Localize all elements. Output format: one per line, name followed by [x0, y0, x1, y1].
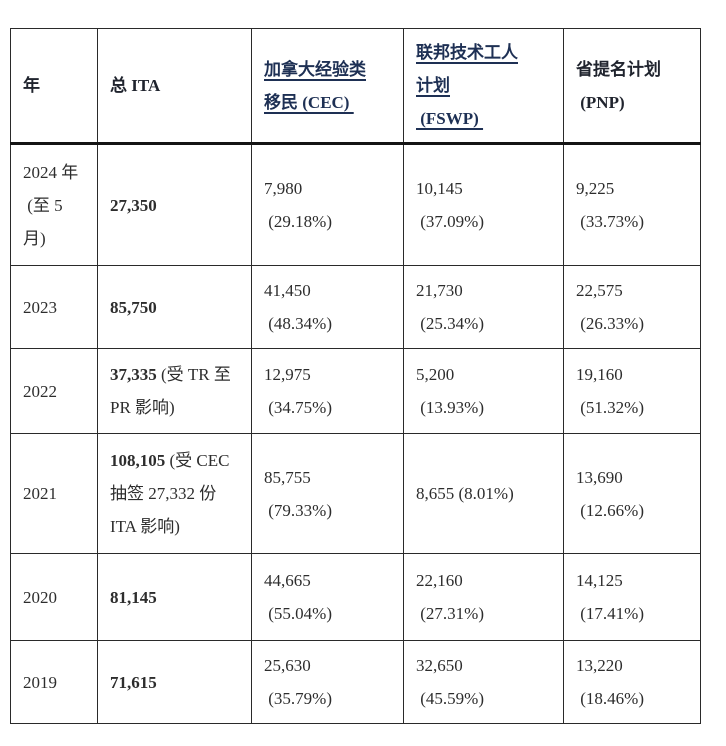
header-row: 年 总 ITA 加拿大经验类 移民 (CEC) 联邦技术工人 计划 (FSWP) 省…: [10, 28, 701, 145]
year-cell: 2023: [10, 265, 98, 349]
header-label-total-ita: 总 ITA: [110, 76, 161, 95]
pnp-cell: 19,160 (51.32%): [563, 348, 701, 434]
fswp-cell: 22,160 (27.31%): [403, 553, 564, 641]
cec-link[interactable]: 加拿大经验类 移民 (CEC): [264, 59, 366, 112]
fswp-link[interactable]: 联邦技术工人 计划 (FSWP): [416, 43, 518, 128]
table-row: 2022 37,335 (受 TR 至 PR 影响) 12,975 (34.75%)…: [10, 348, 701, 434]
header-label-pnp: 省提名计划 (PNP): [576, 59, 661, 112]
total-ita-value: 81,145: [110, 587, 157, 607]
pnp-cell: 14,125 (17.41%): [563, 553, 701, 641]
table-body: 2024 年 (至 5 月) 27,350 7,980 (29.18%) 10,145…: [10, 143, 701, 724]
cec-cell: 44,665 (55.04%): [251, 553, 404, 641]
fswp-cell: 32,650 (45.59%): [403, 640, 564, 724]
header-label-year: 年: [23, 76, 40, 95]
year-cell: 2024 年 (至 5 月): [10, 143, 98, 266]
total-ita-cell: 108,105 (受 CEC 抽签 27,332 份 ITA 影响): [97, 433, 252, 554]
total-ita-value: 71,615: [110, 672, 157, 692]
pnp-cell: 13,690 (12.66%): [563, 433, 701, 554]
cec-cell: 25,630 (35.79%): [251, 640, 404, 724]
fswp-cell: 21,730 (25.34%): [403, 265, 564, 349]
table-row: 2020 81,145 44,665 (55.04%) 22,160 (27.31%)…: [10, 553, 701, 641]
total-ita-note: (受 CEC 抽签 27,332 份 ITA 影响): [110, 451, 230, 536]
total-ita-cell: 27,350: [97, 143, 252, 266]
total-ita-cell: 37,335 (受 TR 至 PR 影响): [97, 348, 252, 434]
year-cell: 2021: [10, 433, 98, 554]
column-header-year: 年: [10, 28, 98, 145]
total-ita-value: 37,335: [110, 365, 157, 384]
column-header-pnp: 省提名计划 (PNP): [563, 28, 701, 145]
cec-cell: 7,980 (29.18%): [251, 143, 404, 266]
fswp-cell: 8,655 (8.01%): [403, 433, 564, 554]
total-ita-cell: 81,145: [97, 553, 252, 641]
cec-cell: 12,975 (34.75%): [251, 348, 404, 434]
year-cell: 2022: [10, 348, 98, 434]
table-row: 2023 85,750 41,450 (48.34%) 21,730 (25.34%)…: [10, 265, 701, 349]
total-ita-note: (受 TR 至 PR 影响): [110, 365, 231, 417]
total-ita-value: 108,105: [110, 451, 166, 470]
pnp-cell: 13,220 (18.46%): [563, 640, 701, 724]
total-ita-cell: 85,750: [97, 265, 252, 349]
column-header-fswp: 联邦技术工人 计划 (FSWP): [403, 28, 564, 145]
column-header-cec: 加拿大经验类 移民 (CEC): [251, 28, 404, 145]
total-ita-cell: 71,615: [97, 640, 252, 724]
table-row: 2024 年 (至 5 月) 27,350 7,980 (29.18%) 10,145…: [10, 143, 701, 266]
cec-cell: 41,450 (48.34%): [251, 265, 404, 349]
total-ita-value: 27,350: [110, 195, 157, 215]
table-header: 年 总 ITA 加拿大经验类 移民 (CEC) 联邦技术工人 计划 (FSWP) 省…: [10, 28, 701, 145]
table-row: 2021 108,105 (受 CEC 抽签 27,332 份 ITA 影响) 85…: [10, 433, 701, 554]
fswp-cell: 10,145 (37.09%): [403, 143, 564, 266]
total-ita-value: 85,750: [110, 297, 157, 317]
cec-cell: 85,755 (79.33%): [251, 433, 404, 554]
fswp-cell: 5,200 (13.93%): [403, 348, 564, 434]
express-entry-ita-table: 年 总 ITA 加拿大经验类 移民 (CEC) 联邦技术工人 计划 (FSWP) 省…: [10, 28, 701, 724]
table-row: 2019 71,615 25,630 (35.79%) 32,650 (45.59%)…: [10, 640, 701, 724]
column-header-total-ita: 总 ITA: [97, 28, 252, 145]
year-cell: 2019: [10, 640, 98, 724]
year-cell: 2020: [10, 553, 98, 641]
pnp-cell: 22,575 (26.33%): [563, 265, 701, 349]
pnp-cell: 9,225 (33.73%): [563, 143, 701, 266]
